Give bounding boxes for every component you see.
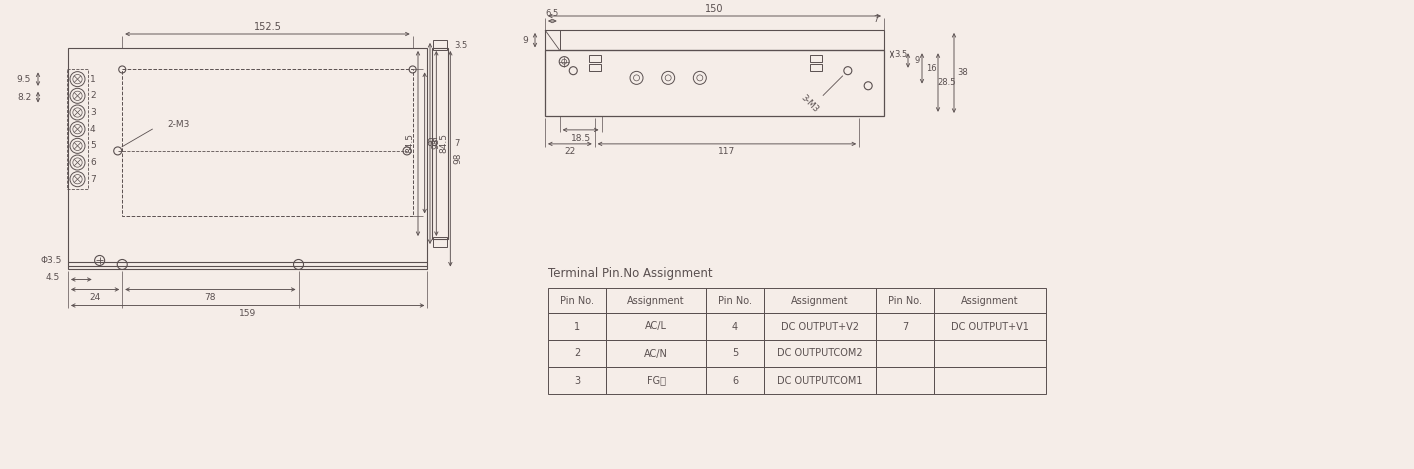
Bar bbox=[935, 288, 1046, 313]
Bar bbox=[764, 340, 877, 367]
Bar bbox=[433, 48, 448, 239]
Text: Pin No.: Pin No. bbox=[560, 295, 594, 305]
Text: Assignment: Assignment bbox=[792, 295, 848, 305]
Text: 9.5: 9.5 bbox=[17, 75, 31, 83]
Text: DC OUTPUTCOM1: DC OUTPUTCOM1 bbox=[778, 376, 863, 386]
Text: FG⏚: FG⏚ bbox=[646, 376, 666, 386]
Bar bbox=[877, 313, 935, 340]
Text: 1: 1 bbox=[574, 322, 580, 332]
Bar bbox=[122, 69, 413, 216]
Bar bbox=[549, 367, 607, 394]
Text: 78: 78 bbox=[205, 293, 216, 302]
Text: 159: 159 bbox=[239, 309, 256, 318]
Text: 4: 4 bbox=[732, 322, 738, 332]
Text: 3: 3 bbox=[574, 376, 580, 386]
Bar bbox=[877, 367, 935, 394]
Bar bbox=[549, 340, 607, 367]
Text: 7: 7 bbox=[874, 15, 878, 23]
Text: 3: 3 bbox=[90, 108, 96, 117]
Bar bbox=[68, 48, 427, 270]
Bar bbox=[544, 50, 884, 116]
Bar bbox=[706, 340, 764, 367]
Text: AC/N: AC/N bbox=[643, 348, 667, 358]
Text: Pin No.: Pin No. bbox=[888, 295, 922, 305]
Bar bbox=[607, 288, 706, 313]
Text: 152.5: 152.5 bbox=[253, 22, 281, 32]
Text: 5: 5 bbox=[732, 348, 738, 358]
Text: 2: 2 bbox=[574, 348, 580, 358]
Bar bbox=[433, 40, 447, 50]
Text: DC OUTPUTCOM2: DC OUTPUTCOM2 bbox=[778, 348, 863, 358]
Text: 9: 9 bbox=[915, 56, 919, 65]
Bar bbox=[588, 55, 601, 62]
Text: Pin No.: Pin No. bbox=[718, 295, 752, 305]
Bar bbox=[549, 313, 607, 340]
Text: 2: 2 bbox=[90, 91, 96, 100]
Text: 1: 1 bbox=[90, 75, 96, 83]
Bar bbox=[935, 340, 1046, 367]
Text: 7: 7 bbox=[454, 139, 460, 148]
Text: 5: 5 bbox=[90, 141, 96, 151]
Text: 65: 65 bbox=[427, 138, 438, 148]
Bar bbox=[706, 288, 764, 313]
Bar bbox=[877, 288, 935, 313]
Text: 117: 117 bbox=[718, 147, 735, 156]
Bar bbox=[764, 288, 877, 313]
Bar bbox=[706, 313, 764, 340]
Text: 84.5: 84.5 bbox=[406, 134, 414, 153]
Text: DC OUTPUT+V1: DC OUTPUT+V1 bbox=[952, 322, 1029, 332]
Text: 98: 98 bbox=[431, 138, 441, 149]
Bar bbox=[588, 64, 601, 71]
Bar bbox=[66, 69, 88, 189]
Bar bbox=[544, 30, 884, 50]
Text: 28.5: 28.5 bbox=[937, 78, 956, 87]
Bar bbox=[607, 340, 706, 367]
Text: 150: 150 bbox=[706, 4, 724, 14]
Bar bbox=[764, 367, 877, 394]
Text: 7: 7 bbox=[902, 322, 908, 332]
Text: 6: 6 bbox=[732, 376, 738, 386]
Text: 84.5: 84.5 bbox=[440, 134, 448, 153]
Text: 3.5: 3.5 bbox=[454, 40, 467, 50]
Text: AC/L: AC/L bbox=[645, 322, 667, 332]
Bar bbox=[764, 313, 877, 340]
Bar bbox=[935, 313, 1046, 340]
Text: Φ3.5: Φ3.5 bbox=[41, 256, 62, 265]
Text: 22: 22 bbox=[564, 147, 575, 156]
Bar bbox=[810, 55, 822, 62]
Text: 16: 16 bbox=[926, 64, 936, 73]
Text: 8.2: 8.2 bbox=[17, 93, 31, 102]
Text: 3-M3: 3-M3 bbox=[799, 93, 820, 114]
Text: 2-M3: 2-M3 bbox=[168, 121, 189, 129]
Bar bbox=[877, 340, 935, 367]
Text: Assignment: Assignment bbox=[962, 295, 1019, 305]
Text: 4.5: 4.5 bbox=[45, 273, 59, 282]
Text: 4: 4 bbox=[90, 125, 96, 134]
Text: 98: 98 bbox=[454, 153, 462, 165]
Text: 7: 7 bbox=[90, 175, 96, 184]
Text: 3.5: 3.5 bbox=[895, 50, 908, 59]
Text: DC OUTPUT+V2: DC OUTPUT+V2 bbox=[781, 322, 858, 332]
Bar bbox=[706, 367, 764, 394]
Text: 9: 9 bbox=[522, 36, 527, 45]
Text: 24: 24 bbox=[89, 293, 100, 302]
Text: Assignment: Assignment bbox=[628, 295, 684, 305]
Bar bbox=[935, 367, 1046, 394]
Text: 38: 38 bbox=[957, 68, 969, 77]
Bar bbox=[810, 64, 822, 71]
Text: Terminal Pin.No Assignment: Terminal Pin.No Assignment bbox=[549, 267, 713, 280]
Bar bbox=[549, 288, 607, 313]
Text: 6: 6 bbox=[90, 158, 96, 167]
Bar bbox=[433, 237, 447, 247]
Bar bbox=[607, 313, 706, 340]
Bar bbox=[607, 367, 706, 394]
Text: 18.5: 18.5 bbox=[570, 135, 591, 144]
Text: 6.5: 6.5 bbox=[546, 8, 559, 17]
